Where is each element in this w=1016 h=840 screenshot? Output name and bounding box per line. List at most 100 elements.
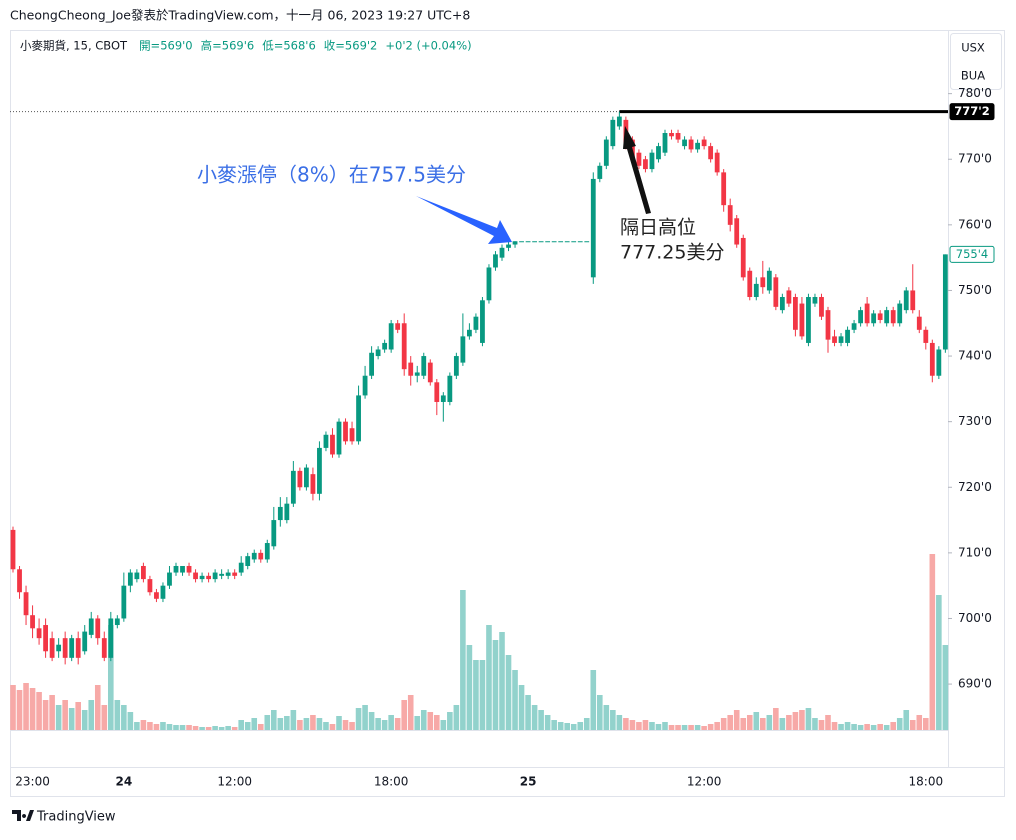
volume-bar (440, 720, 447, 730)
price-label: 777'2 (954, 104, 990, 118)
candle-body (258, 552, 264, 560)
candle-body (245, 556, 251, 566)
candle-body (760, 277, 766, 288)
volume-bar (903, 710, 910, 730)
candle-body (225, 572, 231, 576)
volume-bar (740, 718, 747, 730)
volume-bar (707, 724, 714, 730)
candle-body (17, 569, 22, 593)
chart-frame (10, 30, 1005, 797)
volume-bar (473, 660, 479, 730)
candle-body (69, 638, 75, 658)
volume-bar (303, 718, 310, 730)
y-tick-label: 720'0 (958, 480, 992, 494)
candle-body (936, 349, 942, 376)
candle-body (714, 152, 720, 173)
volume-bar (492, 640, 499, 730)
volume-bar (49, 695, 55, 730)
candle-body (558, 241, 564, 243)
legend-value: +0'2 (+0.04%) (385, 39, 471, 53)
candle-body (56, 644, 62, 652)
candle-body (884, 310, 890, 324)
candle-body (806, 297, 811, 343)
candle-body (460, 336, 466, 363)
y-tick-label: 760'0 (958, 217, 992, 231)
candle-body (75, 638, 81, 658)
candle-body (193, 572, 198, 580)
unit-button[interactable]: BUA (961, 69, 985, 83)
candle-body (590, 178, 596, 278)
volume-bar (812, 718, 818, 730)
volume-bar (623, 718, 629, 730)
volume-bar (284, 716, 290, 730)
candle-body (395, 323, 401, 330)
x-tick-label: 18:00 (374, 775, 409, 789)
candle-body (108, 618, 114, 658)
candle-body (793, 297, 798, 330)
volume-bar (316, 718, 323, 730)
candle-body (616, 116, 622, 127)
volume-bar (23, 683, 29, 730)
unit-button[interactable]: USX (961, 41, 985, 55)
volume-bar (140, 720, 147, 730)
volume-bar (173, 725, 179, 730)
candle-body (825, 310, 831, 340)
volume-bar (583, 718, 590, 730)
candle-body (740, 237, 746, 278)
volume-bar (694, 725, 701, 730)
volume-bar (179, 725, 186, 730)
candle-body (871, 313, 877, 324)
volume-bar (825, 715, 831, 730)
y-tick-label: 700'0 (958, 611, 992, 625)
volume-bar (636, 722, 642, 730)
candle-body (727, 205, 733, 225)
candle-body (779, 297, 785, 311)
candle-body (297, 470, 303, 488)
volume-bar (557, 722, 564, 730)
annotation-text: 小麥漲停（8%）在757.5美分 (197, 163, 466, 187)
x-tick-label: 24 (115, 775, 132, 789)
volume-bar (792, 712, 799, 730)
volume-bar (394, 718, 401, 730)
volume-bar (127, 712, 134, 730)
candle-body (877, 313, 883, 320)
volume-bar (642, 720, 649, 730)
candle-body (656, 146, 661, 160)
candle-body (160, 585, 166, 599)
candle-body (43, 625, 48, 652)
candle-body (375, 349, 381, 357)
volume-bar (544, 715, 551, 730)
candle-body (121, 585, 127, 619)
volume-bar (805, 708, 812, 730)
volume-bar (238, 720, 244, 730)
volume-bar (746, 715, 753, 730)
candle-body (362, 375, 368, 396)
candle-body (414, 372, 420, 376)
y-tick-label: 730'0 (958, 414, 992, 428)
candle-body (773, 277, 779, 307)
candle-body (388, 323, 394, 350)
candle-body (434, 382, 440, 402)
volume-bar (466, 645, 473, 730)
candle-body (154, 592, 159, 599)
candle-body (382, 342, 388, 350)
candle-body (251, 552, 257, 560)
volume-bar (271, 710, 277, 730)
candle-body (232, 572, 238, 576)
candle-body (310, 474, 316, 494)
candle-body (421, 356, 427, 376)
plot-area: 690'0 700'0 710'0 720'0 730'0 740'0 750'0 760'0… (10, 86, 995, 789)
volume-bar (499, 632, 505, 730)
candle-body (304, 467, 309, 488)
volume-bar (786, 715, 792, 730)
candle-body (349, 428, 355, 442)
candle-body (545, 241, 551, 243)
volume-bar (329, 724, 336, 730)
candle-body (512, 241, 518, 245)
candle-body (786, 290, 792, 304)
volume-bar (160, 722, 166, 730)
candle-body (819, 297, 824, 317)
candle-body (186, 565, 192, 573)
volume-bar (479, 660, 486, 730)
candle-body (708, 146, 714, 160)
